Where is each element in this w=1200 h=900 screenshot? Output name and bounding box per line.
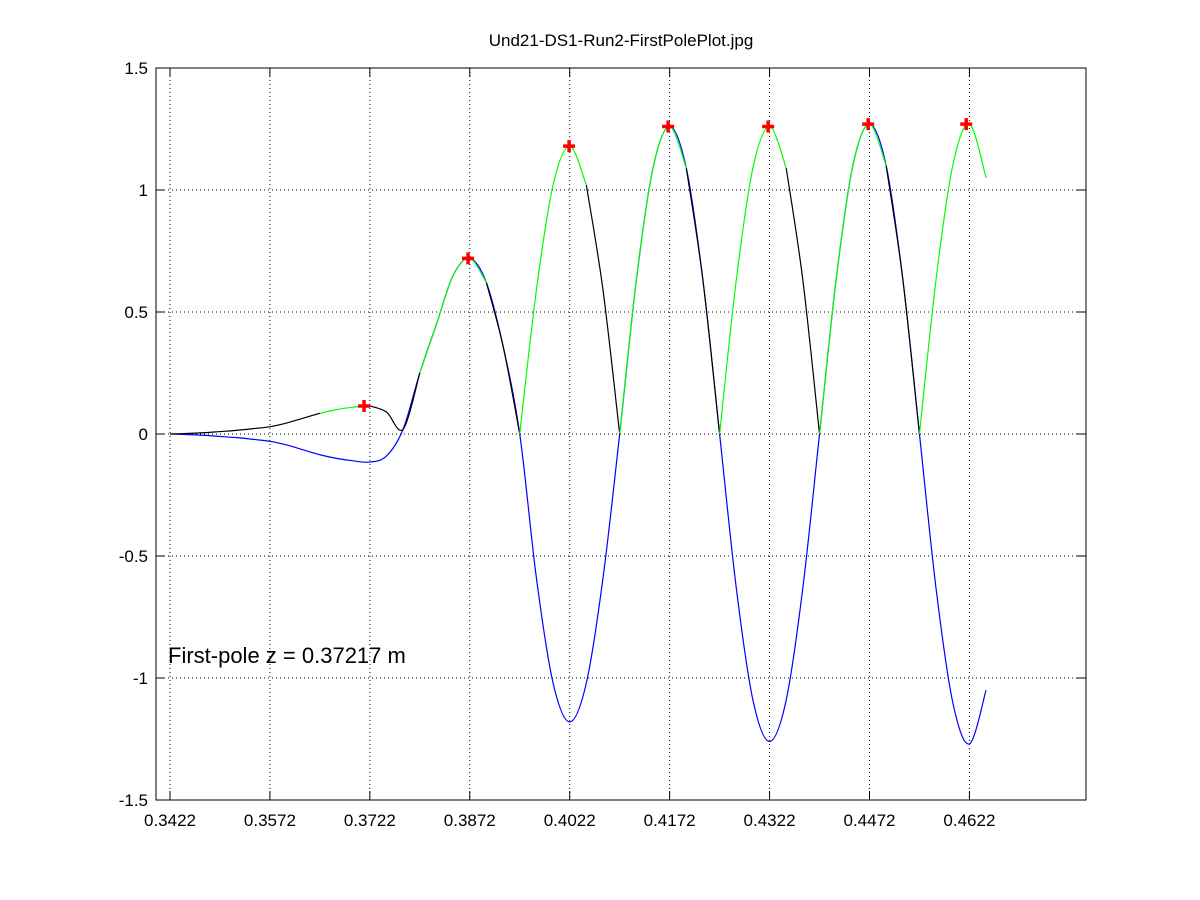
y-tick-label: 1.5 [124, 59, 148, 78]
annotation: First-pole z = 0.37217 m [168, 643, 406, 668]
x-tick-label: 0.4622 [943, 811, 995, 830]
y-tick-label: -1 [133, 669, 148, 688]
peak-marker [862, 118, 875, 131]
data-line [918, 123, 987, 435]
x-tick-label: 0.4022 [544, 811, 596, 830]
y-tick-label: -0.5 [119, 547, 148, 566]
x-tick-label: 0.4322 [744, 811, 796, 830]
data-line [585, 185, 621, 435]
data-line [485, 282, 521, 435]
y-tick-label: 1 [139, 181, 148, 200]
peak-marker [563, 140, 576, 153]
plot-frame [155, 67, 1087, 801]
peak-marker [358, 399, 371, 412]
y-tick-label: -1.5 [119, 791, 148, 810]
y-tick-label: 0.5 [124, 303, 148, 322]
data-line [419, 257, 487, 374]
data-line [685, 167, 721, 435]
x-tick-label: 0.3422 [144, 811, 196, 830]
data-line [785, 167, 821, 435]
x-tick-label: 0.3572 [244, 811, 296, 830]
chart-title: Und21-DS1-Run2-FirstPolePlot.jpg [489, 31, 754, 50]
data-line [369, 372, 421, 432]
x-tick-label: 0.3872 [444, 811, 496, 830]
peak-marker [662, 120, 675, 133]
peak-marker [762, 120, 775, 133]
data-line [885, 165, 921, 435]
peak-marker [462, 252, 475, 265]
x-tick-label: 0.4472 [843, 811, 895, 830]
x-tick-label: 0.3722 [344, 811, 396, 830]
data-line [169, 412, 321, 435]
y-tick-label: 0 [139, 425, 148, 444]
peak-marker [960, 118, 973, 131]
x-tick-label: 0.4172 [644, 811, 696, 830]
